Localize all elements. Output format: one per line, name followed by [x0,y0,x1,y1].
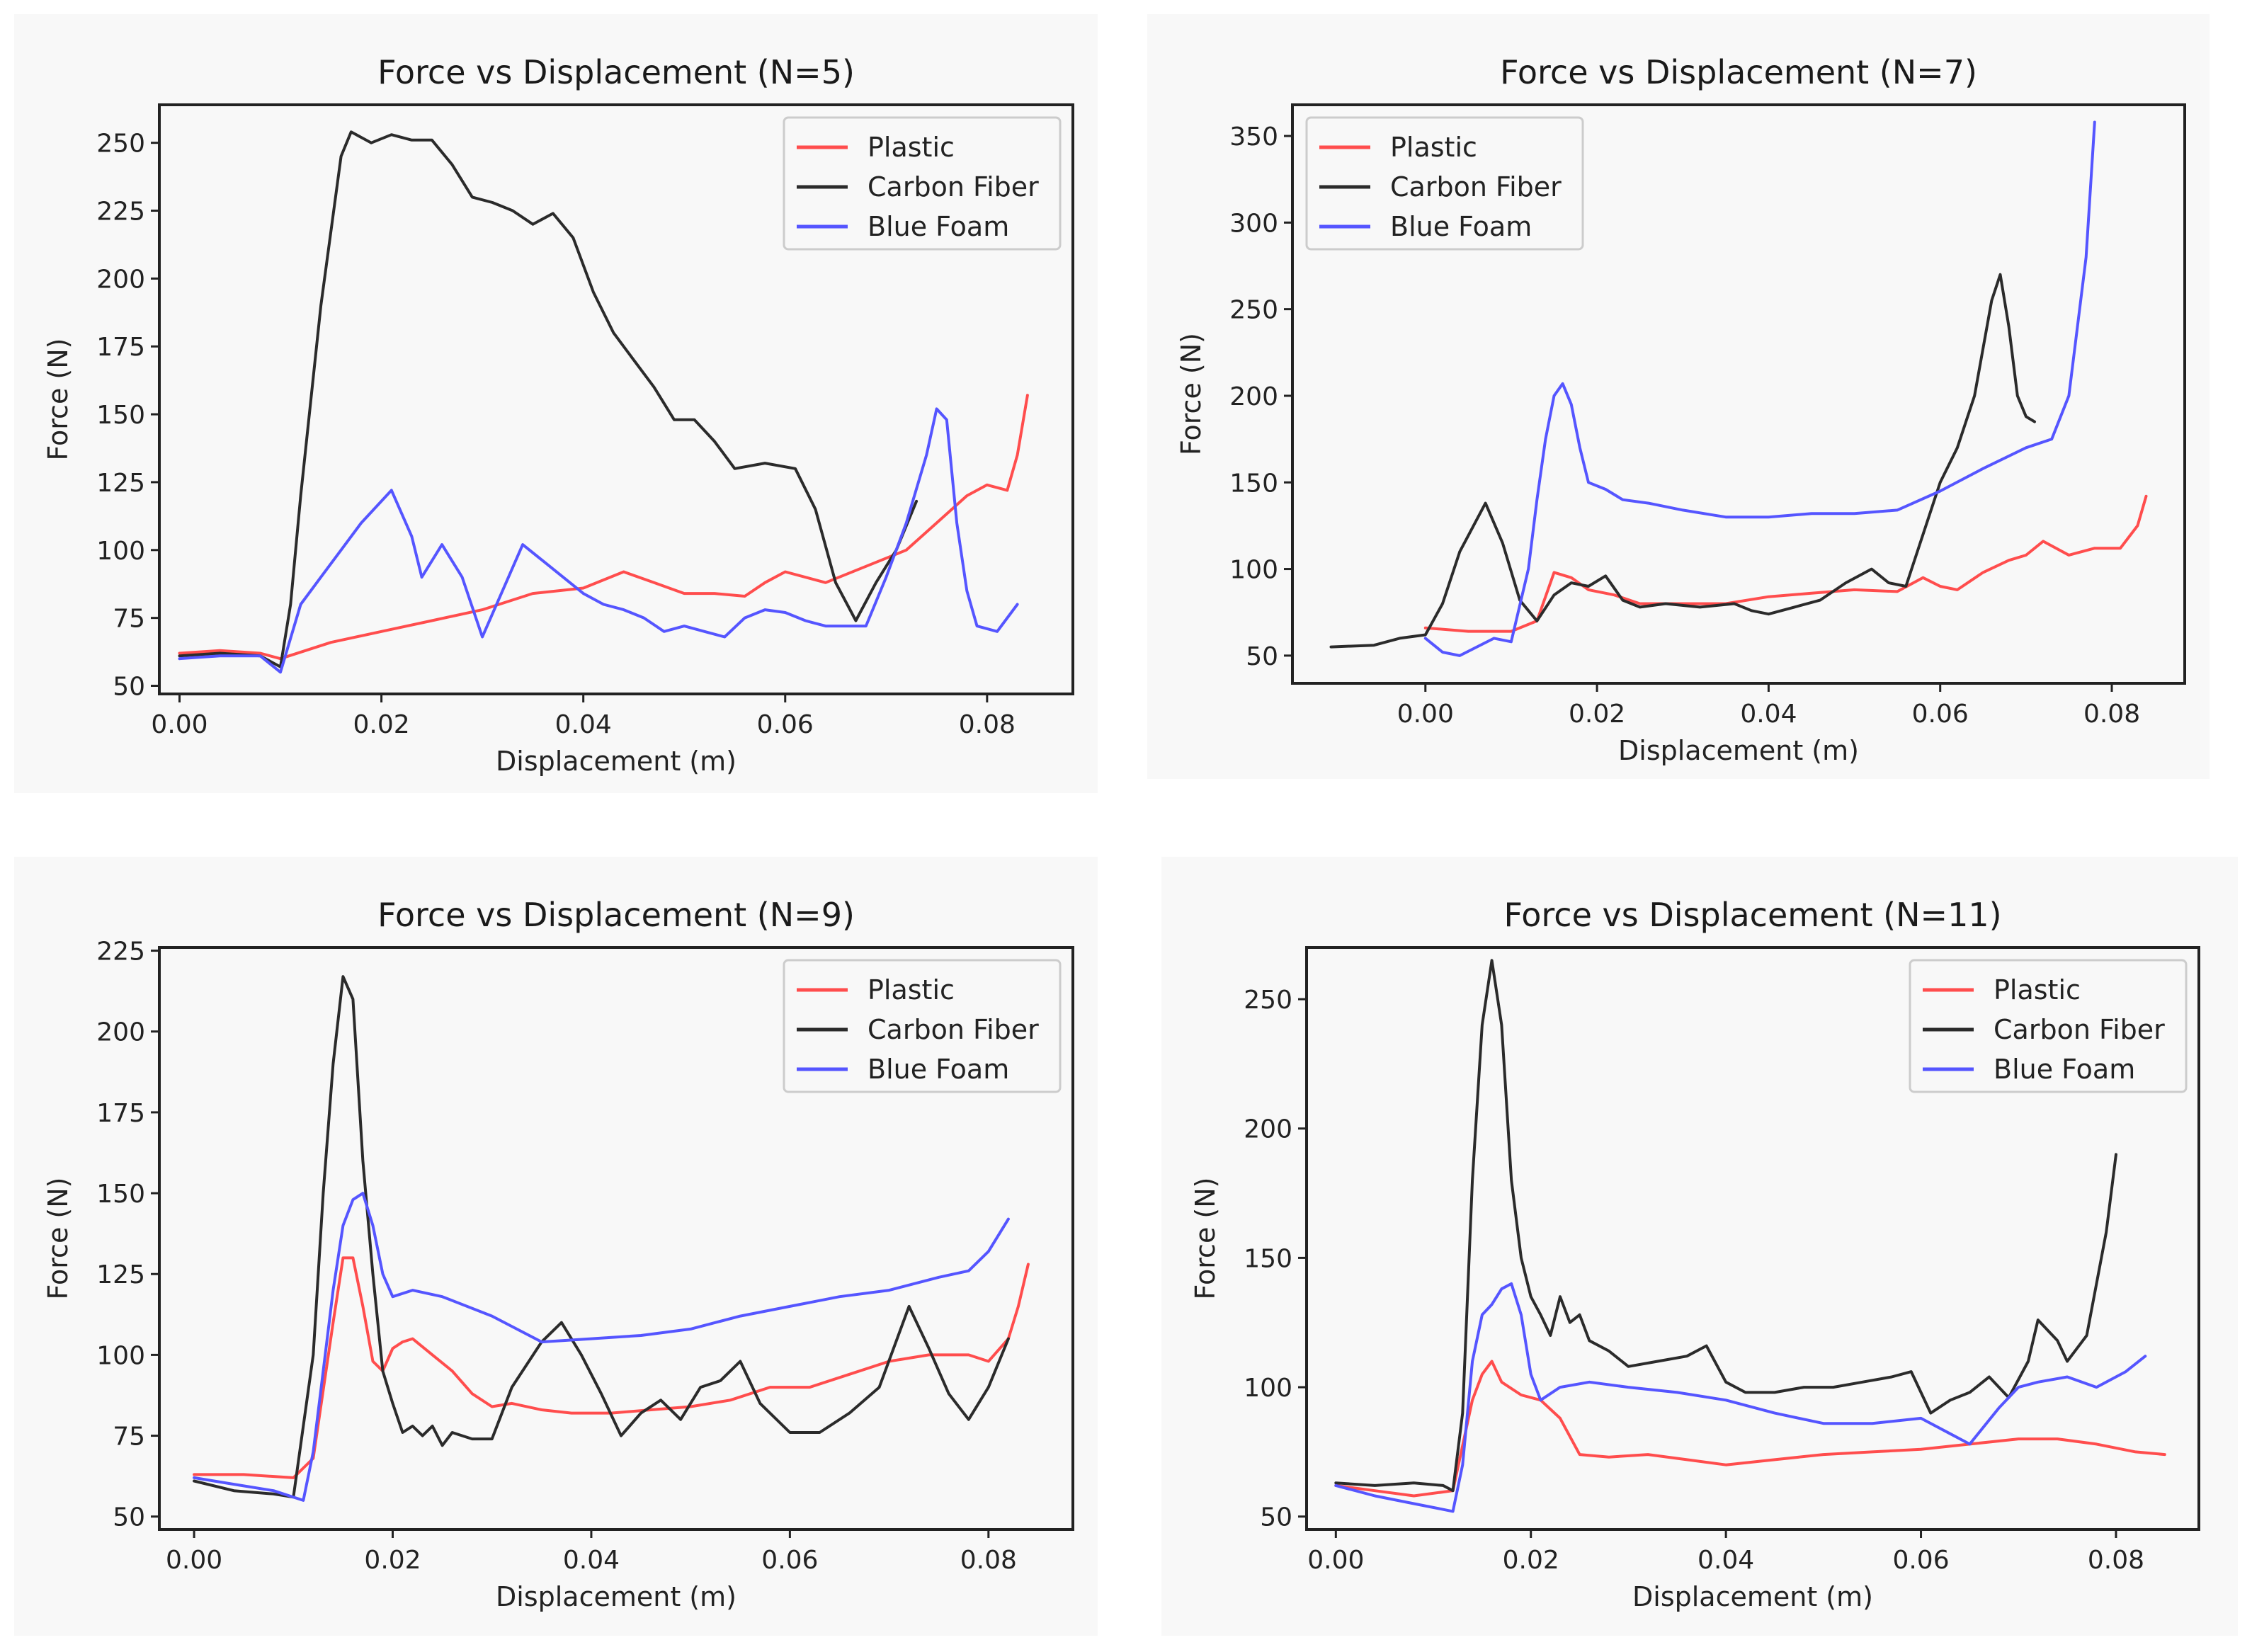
chart-n9-x-tick-label: 0.00 [166,1546,222,1575]
chart-n5-y-tick-label: 200 [96,265,145,294]
chart-n9-legend-label-carbon-fiber: Carbon Fiber [868,1014,1039,1045]
chart-n5-y-tick-label: 125 [96,469,145,498]
chart-panel-n5: Force vs Displacement (N=5) 0.00 0.02 0.04 0… [14,14,1098,793]
chart-n9-y-tick-label: 150 [96,1180,145,1209]
chart-n5-y-tick-label: 50 [113,672,145,701]
chart-n5-x-tick-label: 0.08 [959,710,1016,739]
chart-svg-n11: Force vs Displacement (N=11) 0.00 0.02 0.04… [1190,896,2200,1612]
chart-n7-x-tick-label: 0.02 [1569,700,1625,729]
chart-n11-legend-label-plastic: Plastic [1994,974,2081,1006]
chart-n7-legend-label-plastic: Plastic [1390,132,1477,163]
chart-n11-y-axis-label: Force (N) [1190,1178,1221,1300]
chart-n9-y-tick-label: 125 [96,1260,145,1289]
chart-n7-y-tick-label: 350 [1229,123,1278,152]
chart-n5-series-plastic [178,394,1029,661]
chart-n7-x-tick-label: 0.06 [1912,700,1969,729]
chart-svg-n7: Force vs Displacement (N=7) 0.00 0.02 0.04 0… [1176,53,2186,766]
chart-n5-title: Force vs Displacement (N=5) [377,53,855,91]
chart-n9-title: Force vs Displacement (N=9) [377,896,855,934]
chart-n11-legend-label-blue-foam: Blue Foam [1994,1054,2135,1085]
chart-n5-legend-label-plastic: Plastic [868,132,955,163]
chart-n7-series-blue-foam [1423,120,2096,657]
chart-n7-x-tick-label: 0.04 [1740,700,1797,729]
chart-n5-x-tick-label: 0.06 [757,710,814,739]
chart-n5-series-carbon-fiber [178,130,919,668]
chart-panel-n7: Force vs Displacement (N=7) 0.00 0.02 0.04 0… [1147,14,2210,779]
chart-n11-x-tick-label: 0.04 [1697,1546,1754,1575]
chart-n9-series-plastic [193,1256,1030,1479]
chart-n7-x-tick-label: 0.00 [1397,700,1454,729]
chart-n5-series-blue-foam [178,407,1019,674]
chart-n7-y-tick-label: 300 [1229,209,1278,238]
chart-n11-x-tick-label: 0.02 [1503,1546,1559,1575]
chart-n11-y-tick-label: 200 [1244,1115,1292,1144]
chart-n11-x-axis-label: Displacement (m) [1632,1581,1873,1612]
chart-n7-y-tick-label: 250 [1229,296,1278,325]
chart-n9-y-tick-label: 225 [96,938,145,967]
chart-n5-y-tick-label: 100 [96,537,145,566]
chart-n11-series-plastic [1334,1360,2166,1498]
chart-n5-x-tick-label: 0.04 [555,710,612,739]
chart-n9-x-tick-label: 0.08 [960,1546,1017,1575]
chart-svg-n5: Force vs Displacement (N=5) 0.00 0.02 0.04 0… [42,53,1074,777]
chart-n7-series-plastic [1423,494,2148,633]
chart-n7-series-carbon-fiber [1329,273,2036,649]
chart-n9-y-tick-label: 75 [113,1423,145,1452]
chart-n9-y-tick-label: 100 [96,1341,145,1370]
chart-n5-y-tick-label: 250 [96,130,145,159]
chart-n11-legend [1909,959,2188,1093]
chart-n5-y-tick-label: 75 [113,605,145,634]
chart-n11-series-blue-foam [1334,1282,2147,1513]
chart-n7-y-tick-label: 200 [1229,382,1278,411]
chart-n11-title: Force vs Displacement (N=11) [1503,896,2001,934]
chart-n11-x-tick-label: 0.00 [1307,1546,1364,1575]
chart-n5-x-tick-label: 0.02 [353,710,410,739]
chart-n11-y-tick-label: 250 [1244,986,1292,1015]
chart-n5-y-tick-label: 175 [96,333,145,362]
chart-n7-title: Force vs Displacement (N=7) [1500,53,1977,91]
chart-n7-legend [1305,116,1584,251]
chart-n11-x-tick-label: 0.08 [2088,1546,2144,1575]
chart-n7-y-axis-label: Force (N) [1176,333,1207,455]
chart-n7-x-axis-label: Displacement (m) [1618,735,1859,766]
chart-n11-y-tick-label: 100 [1244,1374,1292,1403]
chart-n5-x-axis-label: Displacement (m) [496,746,737,777]
chart-n9-legend-label-blue-foam: Blue Foam [868,1054,1009,1085]
chart-n9-y-tick-label: 200 [96,1018,145,1047]
chart-n7-x-tick-label: 0.08 [2083,700,2140,729]
chart-n9-y-axis-label: Force (N) [42,1178,74,1300]
chart-svg-n9: Force vs Displacement (N=9) 0.00 0.02 0.04 0… [42,896,1074,1612]
chart-n9-y-tick-label: 175 [96,1099,145,1128]
chart-n9-legend-label-plastic: Plastic [868,974,955,1006]
chart-n7-legend-label-blue-foam: Blue Foam [1390,211,1532,242]
chart-n9-series-carbon-fiber [193,975,1010,1499]
chart-panel-n11: Force vs Displacement (N=11) 0.00 0.02 0.04… [1161,857,2238,1636]
chart-n5-y-axis-label: Force (N) [42,338,74,461]
chart-n5-legend-label-carbon-fiber: Carbon Fiber [868,171,1039,203]
chart-panel-n9: Force vs Displacement (N=9) 0.00 0.02 0.04 0… [14,857,1098,1636]
chart-n9-x-axis-label: Displacement (m) [496,1581,737,1612]
chart-n11-series-carbon-fiber [1334,959,2117,1493]
chart-n9-x-tick-label: 0.04 [563,1546,620,1575]
chart-n9-y-tick-label: 50 [113,1503,145,1532]
chart-n5-y-tick-label: 150 [96,401,145,430]
chart-n11-y-tick-label: 150 [1244,1244,1292,1273]
chart-n7-y-tick-label: 150 [1229,469,1278,498]
chart-n11-legend-label-carbon-fiber: Carbon Fiber [1994,1014,2165,1045]
chart-n5-legend [783,116,1062,251]
chart-n11-y-tick-label: 50 [1260,1503,1292,1532]
chart-n9-series-blue-foam [193,1192,1010,1502]
chart-n9-x-tick-label: 0.06 [761,1546,818,1575]
chart-n5-y-tick-label: 225 [96,198,145,227]
chart-n7-y-tick-label: 100 [1229,556,1278,585]
chart-n11-x-tick-label: 0.06 [1892,1546,1949,1575]
chart-n9-x-tick-label: 0.02 [364,1546,421,1575]
chart-n7-y-tick-label: 50 [1246,642,1278,671]
chart-n5-x-tick-label: 0.00 [151,710,207,739]
chart-n7-legend-label-carbon-fiber: Carbon Fiber [1390,171,1562,203]
chart-n5-legend-label-blue-foam: Blue Foam [868,211,1009,242]
chart-n9-legend [783,959,1062,1093]
